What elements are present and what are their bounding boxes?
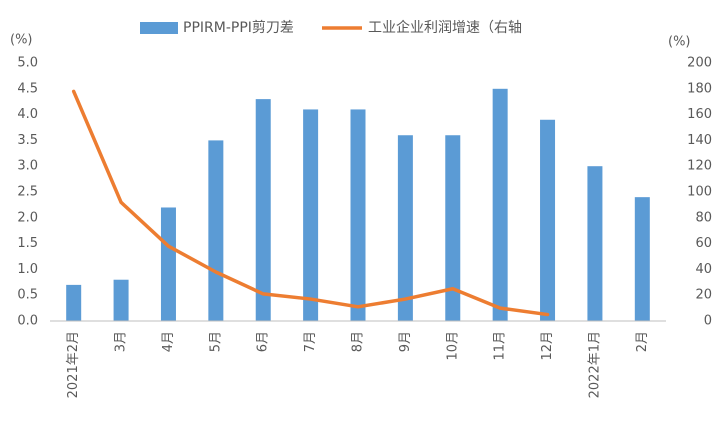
x-tick-label: 10月: [445, 331, 460, 361]
bar: [634, 197, 650, 321]
x-tick-label: 6月: [256, 331, 271, 352]
y2-tick-label: 140: [687, 133, 712, 148]
legend-label: 工业企业利润增速（右轴: [368, 19, 522, 36]
y2-tick-label: 200: [687, 56, 712, 71]
bar: [255, 99, 271, 322]
x-tick-label: 9月: [398, 331, 413, 352]
x-tick-label: 2022年1月: [587, 331, 602, 398]
legend-swatch: [140, 22, 178, 34]
x-tick-label: 5月: [208, 331, 223, 352]
bar: [397, 135, 413, 321]
y2-tick-label: 20: [695, 288, 712, 303]
x-tick-label: 8月: [351, 331, 366, 352]
bar: [350, 109, 366, 321]
y-tick-label: 0.5: [17, 288, 38, 303]
x-tick-label: 2021年2月: [66, 331, 81, 398]
y2-tick-label: 160: [687, 107, 712, 122]
legend-label: PPIRM-PPI剪刀差: [183, 20, 294, 36]
y-tick-label: 4.5: [17, 81, 38, 96]
bar: [160, 207, 176, 321]
y2-tick-label: 60: [695, 236, 712, 251]
bar: [492, 88, 508, 321]
x-tick-label: 4月: [161, 331, 176, 352]
y-tick-label: 2.0: [17, 210, 38, 225]
y-tick-label: 0.0: [17, 314, 38, 329]
x-tick-label: 2月: [635, 331, 650, 352]
bar: [587, 166, 603, 321]
y-tick-label: 4.0: [17, 107, 38, 122]
y2-unit-label: (%): [668, 35, 691, 50]
bar: [303, 109, 319, 321]
y2-tick-label: 80: [695, 210, 712, 225]
y2-tick-label: 120: [687, 159, 712, 174]
y-tick-label: 3.0: [17, 159, 38, 174]
y2-tick-label: 180: [687, 81, 712, 96]
bar: [445, 135, 461, 321]
y-unit-label: (%): [10, 33, 33, 48]
bar: [208, 140, 224, 321]
x-tick-label: 12月: [540, 331, 555, 361]
y-tick-label: 2.5: [17, 185, 38, 200]
y-tick-label: 1.0: [17, 262, 38, 277]
line: [71, 89, 550, 317]
y-tick-label: 1.5: [17, 236, 38, 251]
x-tick-label: 3月: [114, 331, 129, 352]
x-tick-label: 7月: [303, 331, 318, 352]
y-tick-label: 3.5: [17, 133, 38, 148]
bar: [540, 119, 556, 321]
y2-tick-label: 40: [695, 262, 712, 277]
x-tick-label: 11月: [493, 331, 508, 361]
y2-tick-label: 0: [704, 314, 712, 329]
y-tick-label: 5.0: [17, 56, 38, 71]
y2-tick-label: 100: [687, 185, 712, 200]
bar: [66, 284, 82, 321]
bar: [113, 279, 129, 321]
